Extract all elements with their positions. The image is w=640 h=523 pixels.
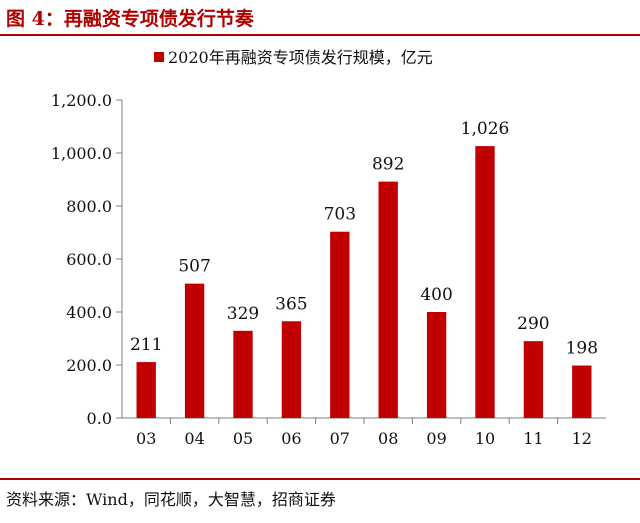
y-tick-label: 400.0 <box>66 303 112 322</box>
bar <box>281 321 302 418</box>
bar <box>523 341 544 418</box>
data-label: 198 <box>566 339 598 359</box>
bar <box>184 283 205 418</box>
source-divider <box>0 478 640 480</box>
data-label: 329 <box>227 304 259 324</box>
title-divider <box>0 34 640 36</box>
bar <box>572 365 592 418</box>
x-tick-label: 12 <box>572 429 592 448</box>
bar <box>330 231 350 418</box>
data-label: 892 <box>372 155 404 175</box>
y-tick-label: 600.0 <box>66 250 112 269</box>
x-tick-label: 08 <box>378 429 398 448</box>
bar <box>475 146 495 419</box>
x-tick-label: 10 <box>475 429 495 448</box>
data-label: 507 <box>178 257 210 277</box>
bar-series <box>136 146 592 419</box>
x-axis: 03 04 05 06 07 08 09 10 11 12 <box>122 417 606 448</box>
bar <box>233 330 253 418</box>
figure-title: 图 4：再融资专项债发行节奏 <box>6 8 254 30</box>
legend-swatch <box>154 52 164 62</box>
data-label: 1,026 <box>461 119 510 139</box>
figure-header: 图 4：再融资专项债发行节奏 <box>0 0 640 36</box>
y-tick-label: 800.0 <box>66 197 112 216</box>
y-tick-label: 1,000.0 <box>51 144 112 163</box>
y-tick-label: 0.0 <box>87 409 112 428</box>
bar <box>426 312 447 418</box>
y-tick-label: 200.0 <box>66 356 112 375</box>
data-label: 290 <box>517 314 549 334</box>
x-tick-label: 11 <box>523 429 543 448</box>
x-tick-label: 04 <box>184 429 204 448</box>
data-label: 211 <box>130 335 162 355</box>
x-tick-label: 03 <box>136 429 156 448</box>
data-label: 400 <box>420 285 452 305</box>
bar <box>136 362 156 418</box>
x-tick-label: 06 <box>281 429 301 448</box>
y-axis: 0.0 200.0 400.0 600.0 800.0 1,000.0 1,200.0 <box>51 91 123 428</box>
x-tick-label: 07 <box>330 429 350 448</box>
legend-label: 2020年再融资专项债发行规模，亿元 <box>168 48 433 67</box>
data-labels: 211 507 329 365 703 892 400 1,026 290 198 <box>130 119 598 358</box>
data-label: 703 <box>324 205 356 225</box>
legend: 2020年再融资专项债发行规模，亿元 <box>154 48 433 67</box>
x-tick-label: 05 <box>233 429 253 448</box>
y-tick-label: 1,200.0 <box>51 91 112 110</box>
data-label: 365 <box>275 294 307 314</box>
bar-chart: 0.0 200.0 400.0 600.0 800.0 1,000.0 1,200.0 03… <box>51 48 606 448</box>
source-note: 资料来源：Wind，同花顺，大智慧，招商证券 <box>6 490 336 509</box>
bar <box>378 181 398 418</box>
x-tick-label: 09 <box>426 429 446 448</box>
